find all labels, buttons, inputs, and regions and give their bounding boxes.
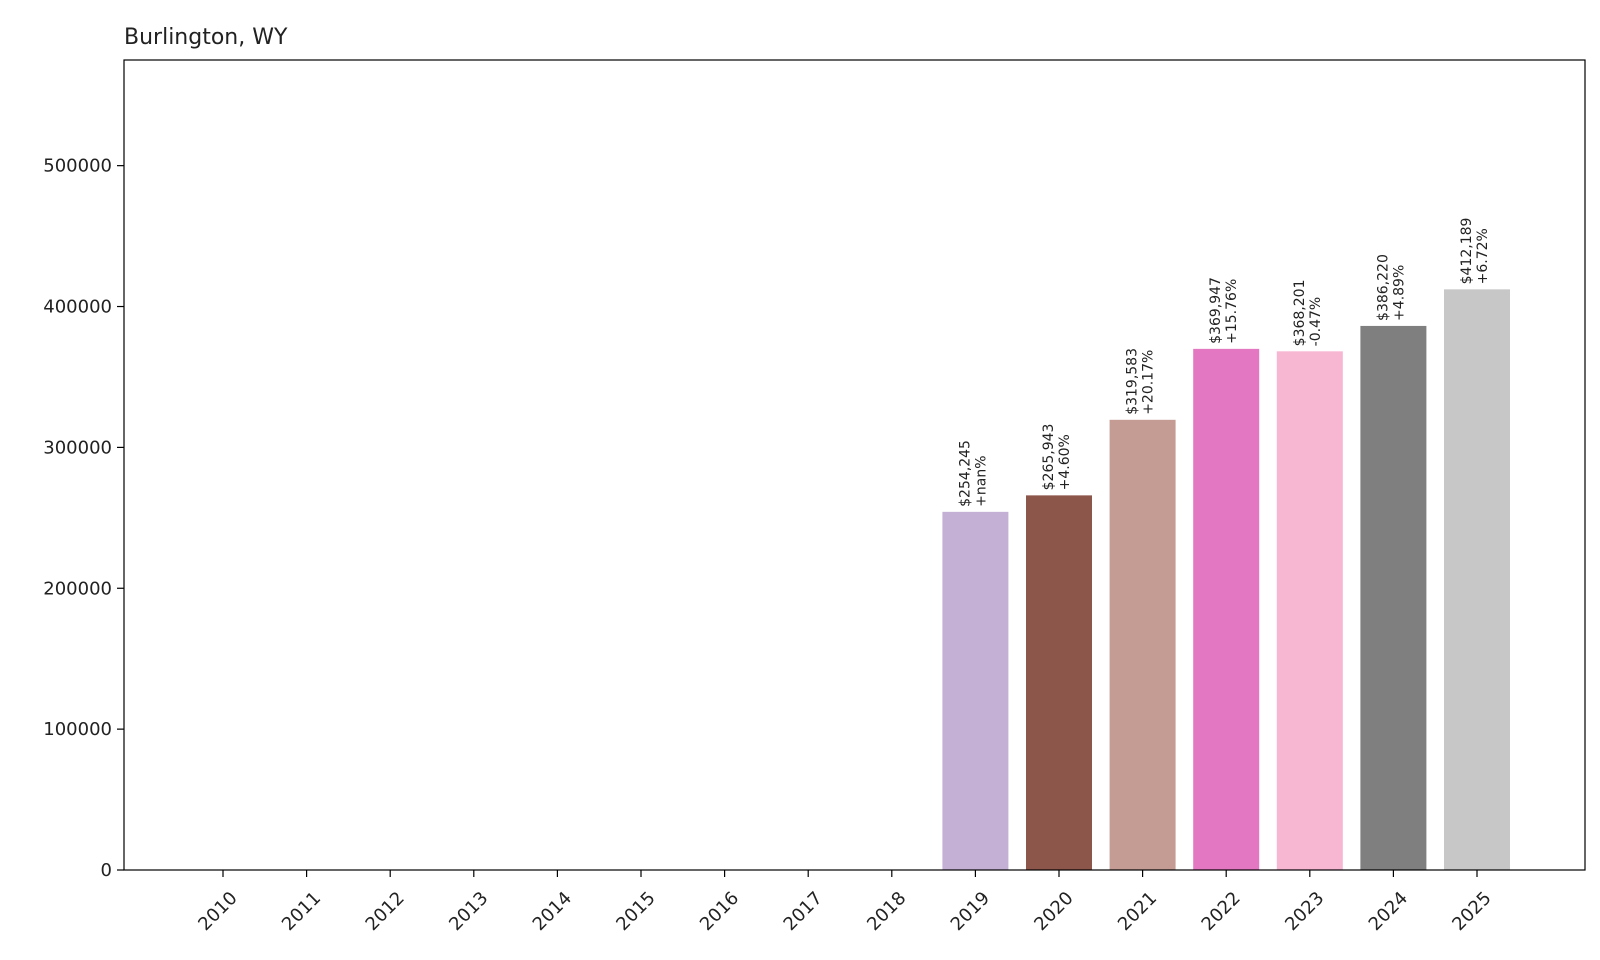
x-tick-label: 2014 bbox=[529, 888, 576, 935]
bar-value-label: $319,583 bbox=[1125, 348, 1141, 415]
bar-change-label: +nan% bbox=[973, 455, 989, 506]
bar-2022 bbox=[1193, 348, 1260, 870]
bar-change-label: +4.60% bbox=[1057, 434, 1073, 490]
bar-2020 bbox=[1026, 495, 1092, 870]
x-tick-label: 2019 bbox=[947, 888, 994, 935]
bar-labels: $254,245 +nan% $265,943 +4.60% $319,583 +20.1… bbox=[957, 218, 1491, 507]
bar-value-label: $369,947 bbox=[1208, 277, 1224, 344]
bar-value-label: $254,245 bbox=[957, 440, 973, 507]
y-axis: 0 100000 200000 300000 400000 500000 bbox=[43, 156, 124, 881]
bar-2019 bbox=[942, 511, 1009, 870]
y-tick-label: 0 bbox=[101, 860, 112, 881]
x-tick-label: 2024 bbox=[1365, 888, 1412, 935]
x-tick-label: 2013 bbox=[445, 888, 492, 935]
x-tick-label: 2017 bbox=[780, 888, 827, 935]
x-tick-label: 2018 bbox=[863, 888, 910, 935]
bar-value-label: $265,943 bbox=[1041, 424, 1057, 491]
y-tick-label: 400000 bbox=[43, 297, 112, 318]
x-tick-label: 2011 bbox=[278, 888, 325, 935]
x-tick-label: 2015 bbox=[612, 888, 659, 935]
bar-2024 bbox=[1360, 325, 1427, 870]
bar-change-label: +6.72% bbox=[1475, 228, 1491, 284]
x-tick-label: 2023 bbox=[1281, 888, 1328, 935]
plot-frame bbox=[123, 59, 1586, 871]
bar-value-label: $412,189 bbox=[1459, 218, 1475, 285]
x-tick-label: 2016 bbox=[696, 888, 743, 935]
bar-2023 bbox=[1276, 351, 1343, 870]
x-tick-label: 2012 bbox=[362, 888, 409, 935]
chart-title: Burlington, WY bbox=[124, 25, 288, 50]
bar-change-label: +15.76% bbox=[1224, 279, 1240, 344]
bar-2025 bbox=[1444, 289, 1510, 870]
bar-change-label: -0.47% bbox=[1308, 297, 1324, 347]
y-tick-label: 100000 bbox=[43, 719, 112, 740]
bars bbox=[942, 289, 1510, 870]
bar-change-label: +4.89% bbox=[1391, 265, 1407, 321]
x-tick-label: 2025 bbox=[1448, 888, 1495, 935]
x-tick-label: 2022 bbox=[1198, 888, 1245, 935]
x-tick-label: 2021 bbox=[1114, 888, 1161, 935]
bar-change-label: +20.17% bbox=[1141, 350, 1157, 415]
y-tick-label: 300000 bbox=[43, 437, 112, 458]
bar-value-label: $368,201 bbox=[1292, 280, 1308, 347]
y-tick-label: 500000 bbox=[43, 156, 112, 177]
x-axis: 2010 2011 2012 2013 2014 2015 2016 2017 2018 2019… bbox=[194, 870, 1496, 935]
bar-2021 bbox=[1109, 419, 1176, 870]
y-tick-label: 200000 bbox=[43, 578, 112, 599]
bar-value-label: $386,220 bbox=[1375, 254, 1391, 321]
x-tick-label: 2010 bbox=[194, 888, 241, 935]
x-tick-label: 2020 bbox=[1030, 888, 1077, 935]
